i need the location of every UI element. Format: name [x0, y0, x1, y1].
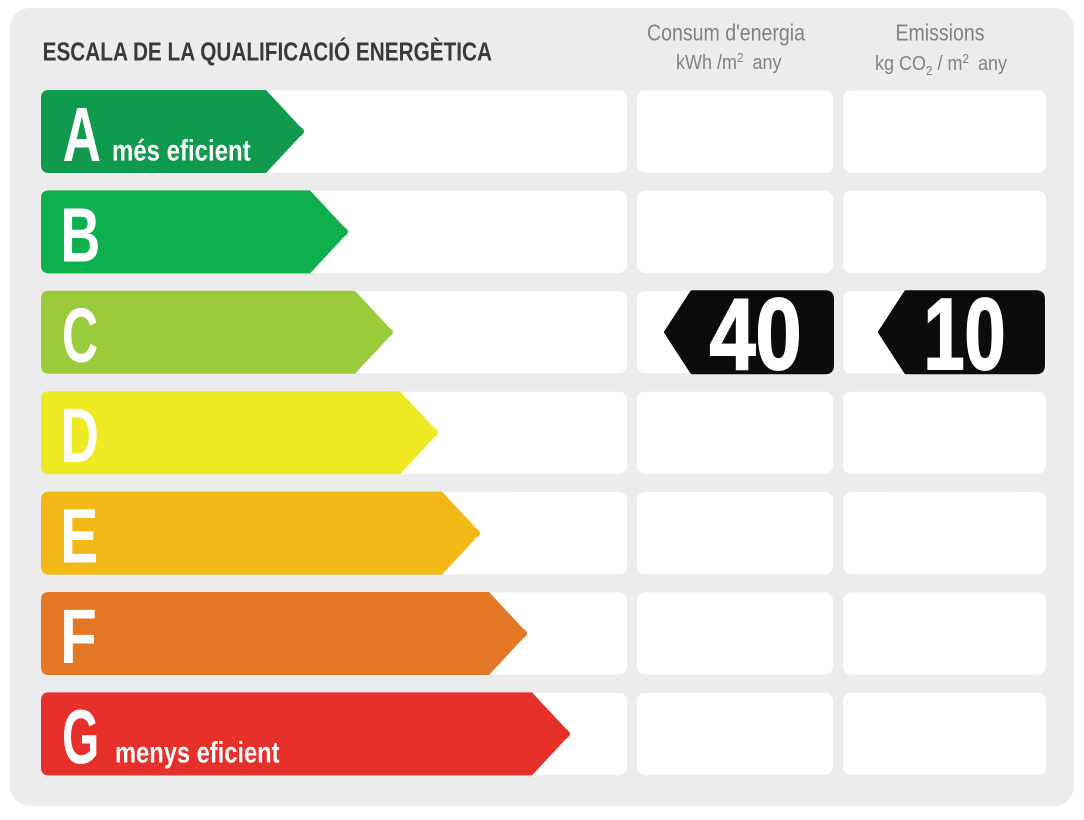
svg-text:B: B [60, 193, 100, 279]
svg-text:kWh /m2 any: kWh /m2 any [676, 50, 782, 74]
svg-text:C: C [62, 292, 98, 379]
svg-text:kg CO2 / m2 any: kg CO2 / m2 any [875, 51, 1007, 78]
svg-text:D: D [61, 394, 99, 480]
svg-text:E: E [60, 494, 98, 579]
svg-text:Emissions: Emissions [895, 20, 984, 46]
svg-text:A: A [63, 92, 101, 178]
svg-text:menys eficient: menys eficient [115, 736, 280, 769]
svg-text:més eficient: més eficient [112, 133, 251, 167]
svg-text:ESCALA DE LA QUALIFICACIÓ ENER: ESCALA DE LA QUALIFICACIÓ ENERGÈTICA [43, 36, 492, 66]
svg-text:F: F [60, 593, 97, 680]
svg-text:10: 10 [923, 278, 1005, 391]
svg-text:G: G [62, 694, 99, 781]
svg-text:40: 40 [709, 277, 801, 391]
svg-text:Consum d'energia: Consum d'energia [647, 20, 805, 46]
